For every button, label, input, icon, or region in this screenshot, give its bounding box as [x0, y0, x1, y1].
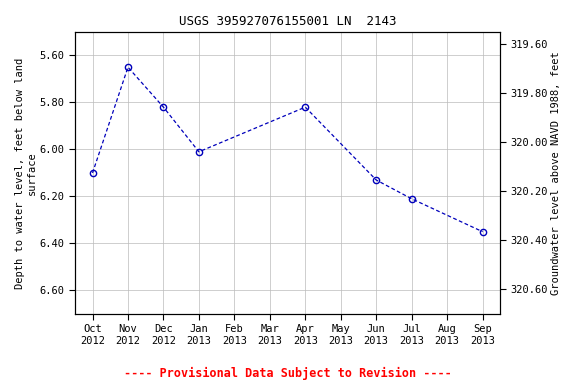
Text: ---- Provisional Data Subject to Revision ----: ---- Provisional Data Subject to Revisio… — [124, 367, 452, 380]
Y-axis label: Depth to water level, feet below land
surface: Depth to water level, feet below land su… — [15, 57, 37, 288]
Y-axis label: Groundwater level above NAVD 1988, feet: Groundwater level above NAVD 1988, feet — [551, 51, 561, 295]
Title: USGS 395927076155001 LN  2143: USGS 395927076155001 LN 2143 — [179, 15, 396, 28]
